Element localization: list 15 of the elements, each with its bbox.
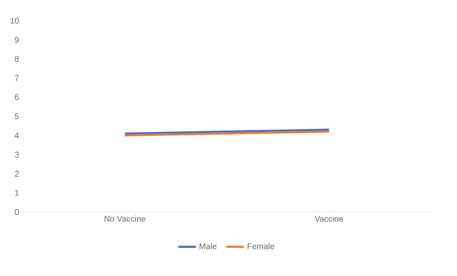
y-tick-label: 8 xyxy=(14,56,19,62)
y-tick-label: 9 xyxy=(14,36,19,43)
x-tick-label: Vaccine xyxy=(314,216,344,222)
y-tick-label: 2 xyxy=(14,170,19,177)
y-tick-label: 0 xyxy=(14,209,19,215)
y-tick-label: 6 xyxy=(14,94,19,100)
y-tick-label: 1 xyxy=(15,190,19,196)
x-tick-label: No Vaccine xyxy=(104,216,146,222)
legend-label: Male xyxy=(200,243,217,250)
y-tick-label: 5 xyxy=(14,113,19,120)
y-tick-label: 3 xyxy=(14,152,19,158)
y-tick-label: 7 xyxy=(14,75,19,81)
y-tick-label: 10 xyxy=(10,18,19,24)
y-tick-label: 4 xyxy=(14,132,19,138)
legend-label: Female xyxy=(248,243,274,250)
